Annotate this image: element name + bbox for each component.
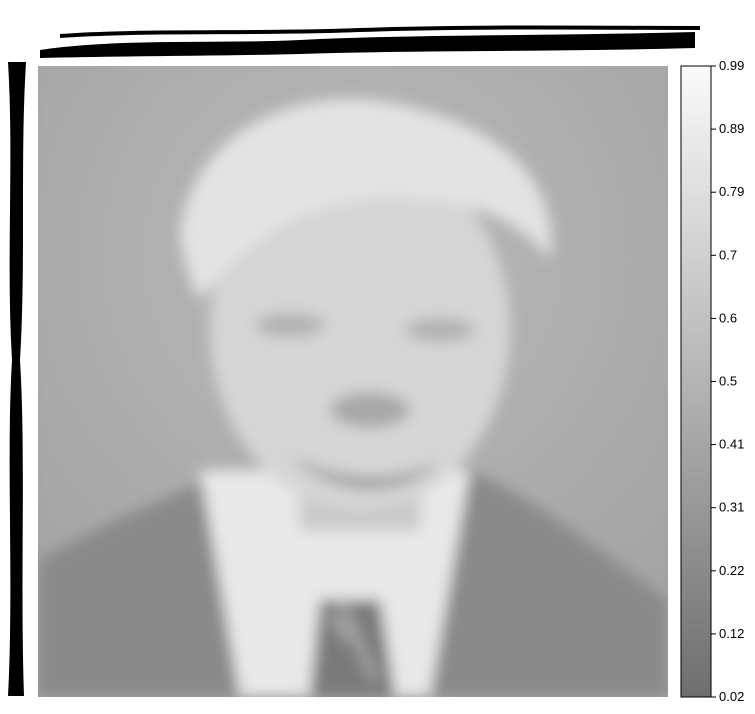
colorbar-tick-label: 0.22 <box>719 563 744 578</box>
scribbled-title-text <box>40 25 701 58</box>
colorbar-tick-label: 0.12 <box>719 626 744 641</box>
colorbar-tick-label: 0.7 <box>719 247 737 262</box>
colorbar-tick-label: 0.5 <box>719 374 737 389</box>
colorbar-tick-label: 0.31 <box>719 500 744 515</box>
colorbar-tick-label: 0.79 <box>719 184 744 199</box>
colorbar-ticks: 0.02 0.12 0.22 0.31 0.41 0.5 0.6 0.7 0.79 0.89 0.9… <box>711 58 744 704</box>
colorbar-tick-label: 0.6 <box>719 310 737 325</box>
colorbar-tick-label: 0.02 <box>719 689 744 704</box>
colorbar-tick-label: 0.99 <box>719 58 744 73</box>
colorbar-tick-label: 0.41 <box>719 437 744 452</box>
colorbar: 0.02 0.12 0.22 0.31 0.41 0.5 0.6 0.7 0.79 0.89 0.9… <box>680 58 744 704</box>
scribbled-ylabel-text <box>8 62 26 696</box>
heatmap-image <box>38 66 668 697</box>
colorbar-tick-label: 0.89 <box>719 121 744 136</box>
colorbar-gradient <box>680 65 712 698</box>
